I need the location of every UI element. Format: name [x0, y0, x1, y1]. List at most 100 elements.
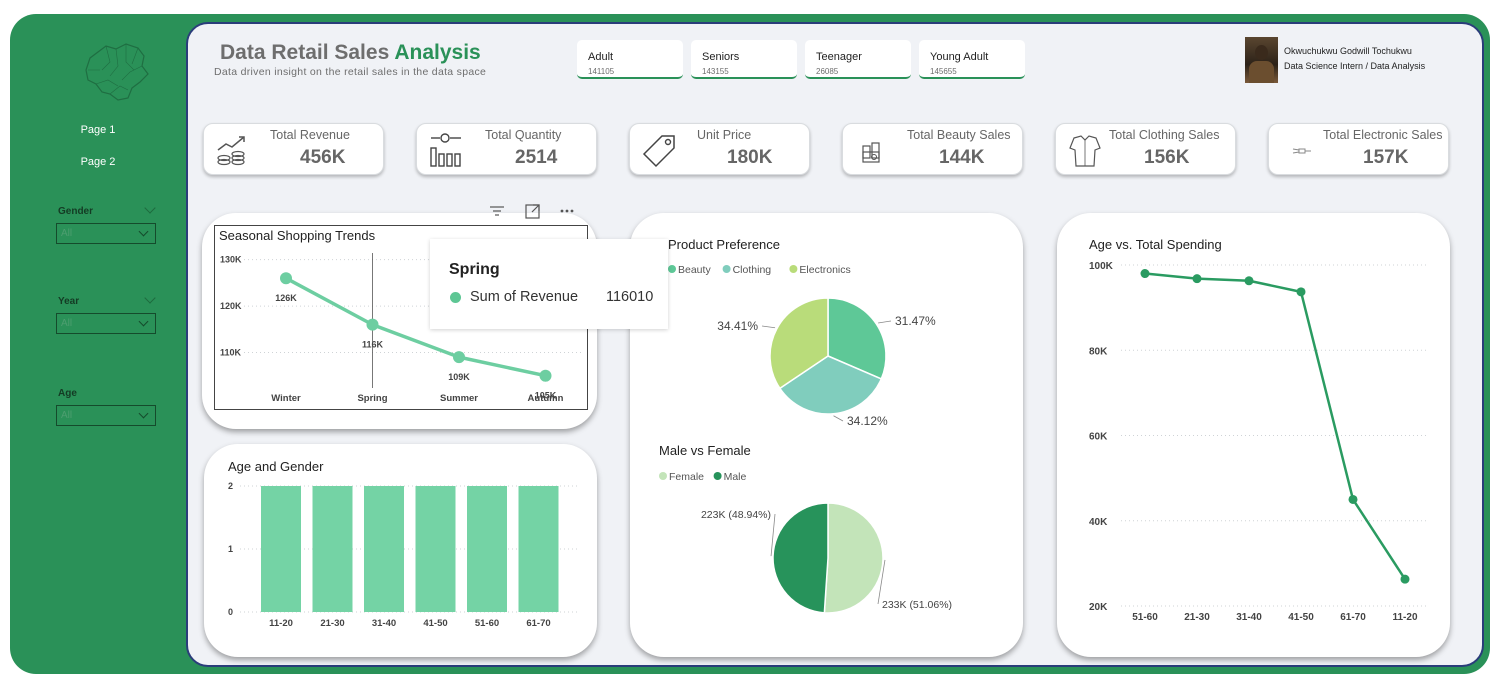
product-gender-charts[interactable]: Product Preference Male vs Female Beauty…	[630, 213, 1023, 657]
kpi-value: 157K	[1363, 147, 1409, 168]
kpi-total-revenue[interactable]: Total Revenue 456K	[203, 123, 384, 175]
series-line	[285, 276, 546, 378]
age-slicer-dropdown[interactable]: All	[56, 405, 156, 426]
bar	[312, 486, 353, 612]
legend-item: Electronics	[799, 264, 850, 276]
x-tick-label: 41-50	[423, 618, 447, 629]
title-part-2: Analysis	[394, 41, 481, 64]
age-slicer-label: Age	[58, 388, 77, 399]
data-label: 109K	[448, 372, 470, 382]
legend-item: Female	[669, 471, 704, 483]
kpi-label: Total Quantity	[485, 128, 562, 142]
leader-line	[877, 559, 886, 605]
leader-line	[761, 325, 776, 329]
kpi-value: 2514	[515, 147, 558, 168]
x-tick-label: 51-60	[1132, 612, 1158, 623]
data-point	[453, 351, 465, 364]
title-part-1: Data Retail Sales	[220, 41, 390, 64]
nav-page-1[interactable]: Page 1	[80, 124, 116, 136]
y-tick-label: 0	[228, 607, 233, 617]
legend-marker	[713, 472, 722, 480]
chart-title: Age and Gender	[228, 459, 324, 474]
x-tick-label: Winter	[271, 393, 301, 404]
kpi-value: 144K	[939, 147, 985, 168]
avatar-body	[1249, 61, 1274, 83]
pie-slice	[827, 297, 887, 380]
pie-slice	[772, 502, 829, 614]
kpi-total-clothing-sales[interactable]: Total Clothing Sales 156K	[1055, 123, 1236, 175]
chevron-down-icon[interactable]	[144, 292, 156, 304]
y-tick-label: 120K	[220, 301, 242, 311]
chart-legend: Beauty Clothing Electronics	[668, 264, 851, 276]
data-point	[1192, 274, 1202, 284]
age-card-name: Young Adult	[930, 51, 989, 63]
profile-role: Data Science Intern / Data Analysis	[1284, 61, 1426, 71]
y-tick-label: 40K	[1089, 517, 1108, 528]
leader-line	[770, 513, 776, 557]
legend-item: Beauty	[678, 264, 711, 276]
x-tick-label: 61-70	[526, 618, 550, 629]
y-tick-label: 60K	[1089, 432, 1108, 443]
leader-line	[878, 320, 892, 324]
kpi-label: Total Clothing Sales	[1109, 128, 1220, 142]
y-tick-label: 20K	[1089, 602, 1108, 613]
page-subtitle: Data driven insight on the retail sales …	[214, 66, 487, 78]
age-card-name: Seniors	[702, 51, 740, 63]
age-gender-chart[interactable]: Age and Gender 0 1 2 11-20 21-30 31-40 41-50 51…	[214, 452, 589, 637]
gender-slicer-dropdown[interactable]: All	[56, 223, 156, 244]
age-card-name: Teenager	[816, 51, 862, 63]
sidebar: Page 1 Page 2 Gender All Year All Age Al…	[10, 14, 186, 674]
age-card-teenager[interactable]: Teenager 26085	[805, 40, 911, 79]
y-tick-label: 100K	[1089, 261, 1114, 272]
x-tick-label: 31-40	[1236, 612, 1262, 623]
age-card-adult[interactable]: Adult 141105	[577, 40, 683, 79]
age-card-value: 145655	[930, 67, 957, 76]
age-card-young-adult[interactable]: Young Adult 145655	[919, 40, 1025, 79]
filter-icon[interactable]	[487, 202, 507, 220]
age-card-seniors[interactable]: Seniors 143155	[691, 40, 797, 79]
x-tick-label: 41-50	[1288, 612, 1314, 623]
more-options-icon[interactable]	[557, 202, 577, 220]
money-growth-icon	[217, 136, 245, 166]
beauty-products-icon	[862, 142, 880, 163]
seasonal-shopping-chart[interactable]: Seasonal Shopping Trends 110K 120K 130K 126…	[214, 225, 589, 411]
kpi-label: Total Beauty Sales	[907, 128, 1011, 142]
tooltip-series-name: Sum of Revenue	[470, 289, 579, 305]
x-tick-label: 11-20	[1392, 612, 1417, 623]
legend-marker	[722, 265, 731, 273]
leader-line	[833, 415, 844, 422]
chevron-down-icon[interactable]	[144, 202, 156, 214]
nav-page-2[interactable]: Page 2	[80, 156, 116, 168]
slice-label: 233K (51.06%)	[882, 599, 952, 611]
bar	[518, 486, 559, 612]
data-point	[1348, 494, 1358, 504]
kpi-total-quantity[interactable]: Total Quantity 2514	[416, 123, 597, 175]
age-spending-chart[interactable]: Age vs. Total Spending 20K 40K 60K 80K 100K 5…	[1057, 213, 1450, 657]
avatar	[1245, 37, 1278, 83]
nigeria-map-icon	[85, 43, 149, 101]
pie-slice	[823, 502, 884, 614]
kpi-unit-price[interactable]: Unit Price 180K	[629, 123, 810, 175]
year-slicer-dropdown[interactable]: All	[56, 313, 156, 334]
bar	[261, 486, 301, 612]
male-female-title: Male vs Female	[659, 443, 751, 458]
y-tick-label: 130K	[220, 255, 242, 265]
product-preference-title: Product Preference	[668, 237, 780, 252]
x-tick-label: 61-70	[1340, 612, 1366, 623]
kpi-total-electronic-sales[interactable]: Total Electronic Sales 157K	[1268, 123, 1449, 175]
kpi-total-beauty-sales[interactable]: Total Beauty Sales 144K	[842, 123, 1023, 175]
clothing-icon	[1069, 135, 1101, 167]
avatar-head	[1255, 45, 1268, 60]
x-tick-label: 31-40	[372, 618, 396, 629]
legend-item: Male	[724, 471, 747, 483]
data-point	[366, 318, 379, 331]
kpi-label: Total Revenue	[270, 128, 350, 142]
data-label: 116K	[362, 340, 384, 350]
electronics-icon	[1292, 148, 1311, 154]
legend-marker	[789, 265, 798, 273]
y-tick-label: 1	[228, 544, 233, 554]
focus-mode-icon[interactable]	[523, 202, 543, 220]
gender-slicer-value: All	[61, 228, 73, 239]
bar	[364, 486, 404, 612]
age-card-value: 141105	[588, 67, 615, 76]
